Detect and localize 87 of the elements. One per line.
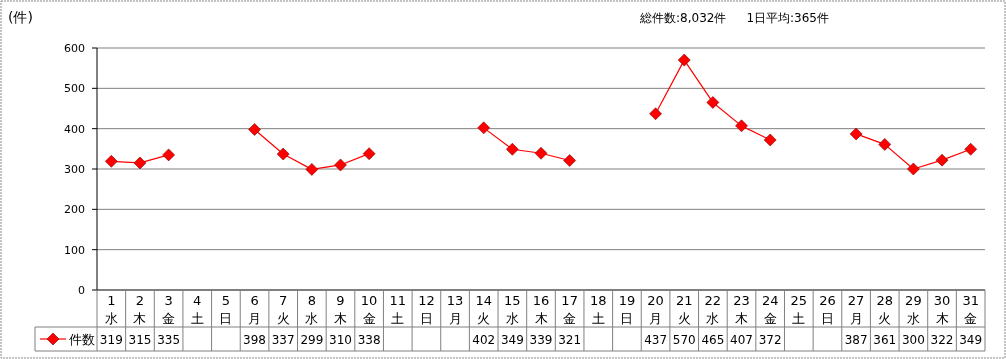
x-tick-label: 3 金: [162, 293, 176, 326]
y-axis-title: (件): [8, 9, 33, 25]
x-tick-label: 12 日: [418, 293, 435, 326]
x-tick-label: 4 土: [190, 293, 204, 326]
x-tick-label: 19 日: [618, 293, 636, 326]
point: [534, 146, 548, 160]
data-label: 300: [901, 333, 925, 347]
x-tick-label: 11 土: [389, 293, 407, 326]
x-tick-label: 9 木: [333, 293, 347, 326]
point: [907, 162, 920, 176]
point: [162, 148, 175, 162]
x-tick-label: 18 土: [590, 293, 607, 326]
data-label: 322: [930, 333, 954, 347]
x-tick-label: 24 金: [761, 293, 779, 326]
x-tick-label: 7 火: [276, 293, 290, 326]
text: 1日平均:365件: [746, 11, 829, 25]
data-label: 321: [558, 333, 582, 347]
data-label: 349: [959, 333, 983, 347]
x-tick-label: 29 水: [905, 293, 922, 326]
x-tick-label: 13 月: [446, 293, 464, 326]
y-tick-label: 0: [78, 284, 85, 297]
legend: 件数: [39, 332, 95, 347]
point: [477, 121, 491, 135]
x-tick-label: 25 土: [790, 293, 808, 326]
x-tick-label: 30 木: [933, 293, 951, 326]
data-label: 361: [873, 333, 897, 347]
legend-label: 件数: [69, 332, 95, 347]
point: [878, 138, 892, 151]
y-tick-label: 300: [64, 163, 85, 176]
point: [964, 142, 977, 156]
point: [305, 163, 319, 176]
data-label: 349: [500, 333, 524, 347]
data-label: 402: [472, 333, 496, 347]
x-tick-label: 8 水: [305, 293, 319, 326]
point: [362, 147, 376, 160]
point: [935, 153, 949, 167]
point: [105, 155, 118, 168]
data-label: 398: [243, 333, 266, 347]
data-label: 465: [701, 333, 725, 347]
x-tick-label: 6 月: [248, 293, 262, 326]
point: [133, 156, 147, 170]
x-tick-label: 23 木: [733, 293, 750, 326]
x-tick-label: 2 木: [133, 293, 147, 326]
x-tick-label: 16 木: [532, 293, 550, 326]
x-tick-label: 17 金: [561, 293, 578, 326]
point: [506, 142, 519, 156]
x-tick-label: 28 火: [876, 293, 894, 326]
y-tick-label: 200: [64, 203, 85, 217]
data-label: 319: [99, 333, 123, 347]
data-label: 299: [300, 333, 324, 347]
data-label: 315: [128, 333, 152, 347]
point: [763, 133, 777, 147]
x-tick-label: 14 火: [475, 293, 492, 326]
data-label: 339: [529, 333, 553, 347]
point: [677, 53, 691, 67]
point: [735, 119, 748, 133]
x-tick-label: 26 日: [819, 293, 836, 326]
point: [649, 107, 662, 121]
point: [706, 96, 720, 109]
data-label: 570: [672, 333, 696, 347]
y-tick-label: 400: [64, 122, 85, 136]
x-tick-label: 27 月: [847, 293, 865, 326]
point: [248, 123, 261, 136]
data-label: 335: [157, 333, 181, 347]
x-tick-label: 10 金: [360, 293, 378, 326]
x-tick-label: 15 水: [504, 293, 521, 326]
x-tick-label: 31 金: [962, 293, 979, 326]
text: 総件数:8,032件: [639, 11, 727, 25]
x-tick-label: 1 水: [104, 293, 118, 326]
y-tick-label: 500: [64, 82, 85, 96]
point: [334, 158, 347, 172]
data-label: 338: [357, 333, 381, 347]
x-tick-label: 5 日: [219, 293, 233, 326]
point: [563, 154, 576, 167]
data-label: 337: [271, 333, 295, 347]
x-tick-label: 20 月: [647, 293, 664, 326]
data-label: 437: [644, 333, 668, 347]
point: [276, 147, 290, 161]
point: [849, 127, 863, 141]
y-tick-label: 100: [64, 243, 85, 257]
data-label: 407: [730, 333, 753, 347]
x-tick-label: 22 水: [704, 293, 722, 326]
x-tick-label: 21 火: [675, 293, 693, 326]
y-tick-label: 600: [64, 42, 85, 55]
data-label: 310: [329, 333, 352, 347]
data-label: 387: [844, 333, 868, 347]
data-label: 372: [758, 333, 782, 347]
